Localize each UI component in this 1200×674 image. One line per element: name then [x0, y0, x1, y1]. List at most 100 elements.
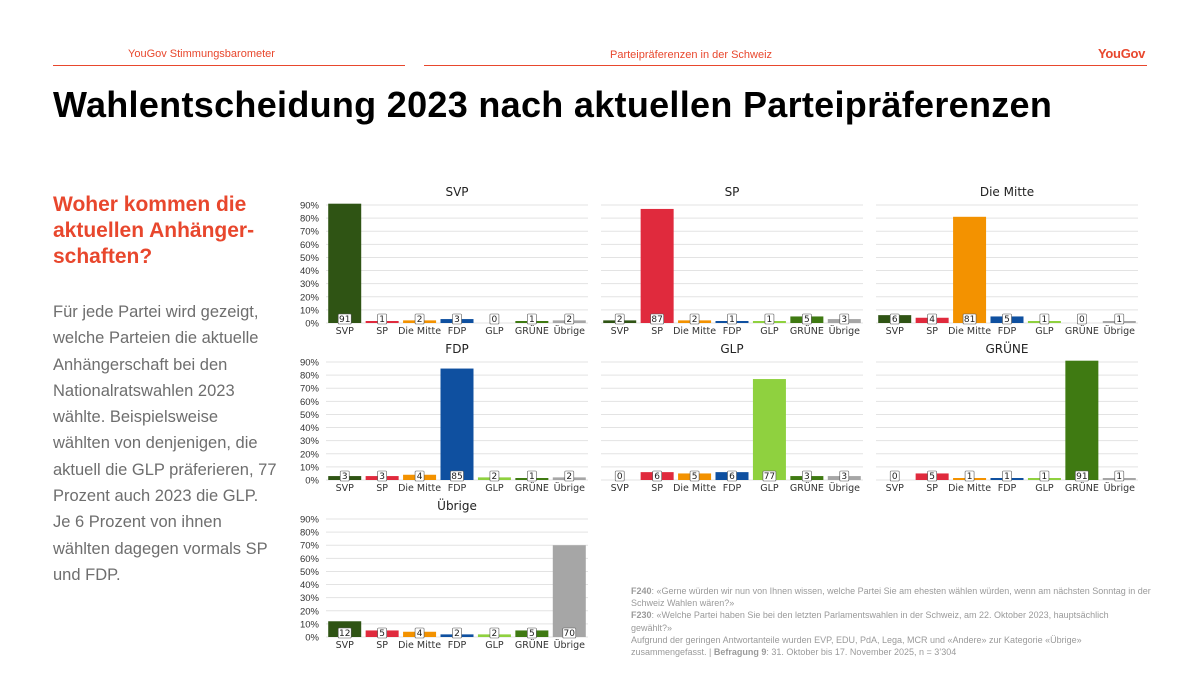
y-tick-label: 60% [300, 240, 320, 251]
y-tick-label: 70% [300, 541, 320, 552]
x-tick-label: Die Mitte [398, 640, 441, 651]
x-tick-label: SP [376, 326, 388, 337]
y-tick-label: 20% [300, 449, 320, 460]
data-label-box [927, 470, 937, 482]
y-tick-label: 40% [300, 423, 320, 434]
data-label: 3 [454, 315, 460, 325]
bar [640, 208, 674, 323]
x-tick-label: SP [376, 640, 388, 651]
data-label: 1 [529, 472, 535, 482]
y-tick-label: 0% [305, 476, 319, 487]
chart-title-die-mitte: Die Mitte [980, 185, 1034, 199]
data-label-box [1114, 470, 1125, 482]
data-label-box [1002, 313, 1012, 325]
y-tick-label: 80% [300, 214, 320, 225]
data-label: 1 [379, 315, 385, 325]
y-tick-label: 30% [300, 593, 320, 604]
y-tick-label: 10% [300, 305, 320, 316]
data-label-box [727, 470, 737, 482]
data-label-box [839, 313, 850, 325]
x-tick-label: FDP [448, 326, 467, 337]
x-tick-label: SVP [611, 483, 630, 494]
data-label: 3 [804, 472, 810, 482]
data-label-box [564, 313, 575, 325]
data-label: 0 [1079, 315, 1085, 325]
x-tick-label: Übrige [829, 326, 861, 337]
data-label: 1 [1004, 472, 1010, 482]
data-label-box [889, 313, 900, 325]
data-label: 2 [692, 315, 698, 325]
y-tick-label: 90% [300, 515, 320, 526]
data-label-box [964, 470, 975, 482]
page-title: Wahlentscheidung 2023 nach aktuellen Par… [53, 84, 1053, 125]
data-label: 2 [566, 315, 572, 325]
footnote-f240-text: : «Gerne würden wir nun von Ihnen wissen… [631, 586, 1151, 609]
x-tick-label: Übrige [554, 326, 586, 337]
data-label: 1 [1042, 315, 1048, 325]
x-tick-label: SVP [336, 640, 355, 651]
data-label-box [337, 313, 352, 325]
data-label-box [414, 627, 425, 639]
x-tick-label: Die Mitte [948, 326, 991, 337]
x-tick-label: SP [651, 326, 663, 337]
x-tick-label: GLP [485, 640, 504, 651]
data-label-box [414, 470, 425, 482]
data-label-box [489, 627, 500, 639]
data-label-box [414, 313, 425, 325]
data-label-box [1075, 470, 1089, 482]
footnote: F240: «Gerne würden wir nun von Ihnen wi… [631, 585, 1151, 658]
y-tick-label: 20% [300, 606, 320, 617]
data-label-box [450, 470, 464, 482]
footnote-note: Aufgrund der geringen Antwortanteile wur… [631, 634, 1082, 658]
x-tick-label: FDP [998, 483, 1017, 494]
footnote-survey-text: : 31. Oktober bis 17. November 2025, n =… [766, 647, 957, 658]
data-label-box [337, 627, 352, 639]
x-tick-label: GRÜNE [515, 326, 549, 337]
chart-title-uebrige: Übrige [437, 497, 477, 513]
x-tick-label: GLP [760, 483, 779, 494]
data-label: 4 [417, 629, 423, 639]
data-label-box [452, 627, 462, 639]
bar [328, 203, 362, 323]
data-label-box [489, 470, 500, 482]
data-label-box [962, 313, 977, 325]
y-tick-label: 30% [300, 436, 320, 447]
data-label: 0 [617, 472, 623, 482]
x-tick-label: GLP [1035, 483, 1054, 494]
x-tick-label: Übrige [1104, 326, 1136, 337]
data-label: 5 [1004, 315, 1010, 325]
x-tick-label: SVP [886, 483, 905, 494]
y-tick-label: 90% [300, 358, 320, 369]
data-label: 2 [566, 472, 572, 482]
data-label: 12 [339, 629, 350, 639]
data-label-box [927, 313, 937, 325]
data-label: 5 [379, 629, 385, 639]
data-label: 70 [564, 629, 576, 639]
data-label-box [689, 313, 700, 325]
x-tick-label: SP [651, 483, 663, 494]
x-tick-label: Die Mitte [948, 483, 991, 494]
data-label-box [889, 470, 900, 482]
x-tick-label: GLP [1035, 326, 1054, 337]
data-label-box [1002, 470, 1012, 482]
data-label-box [339, 470, 350, 482]
x-tick-label: Die Mitte [398, 483, 441, 494]
yougov-logo: YouGov [1098, 46, 1146, 61]
chart-title-sp: SP [725, 185, 740, 199]
data-label: 6 [654, 472, 660, 482]
bar [953, 216, 987, 323]
chart-title-svp: SVP [445, 185, 468, 199]
data-label-box [377, 313, 387, 325]
data-label-box [377, 627, 387, 639]
y-tick-label: 70% [300, 384, 320, 395]
data-label-box [689, 470, 700, 482]
data-label: 1 [729, 315, 735, 325]
data-label-box [802, 470, 812, 482]
x-tick-label: FDP [998, 326, 1017, 337]
data-label: 1 [767, 315, 773, 325]
data-label-box [839, 470, 850, 482]
y-tick-label: 60% [300, 554, 320, 565]
x-tick-label: SP [926, 326, 938, 337]
y-tick-label: 0% [305, 319, 319, 330]
